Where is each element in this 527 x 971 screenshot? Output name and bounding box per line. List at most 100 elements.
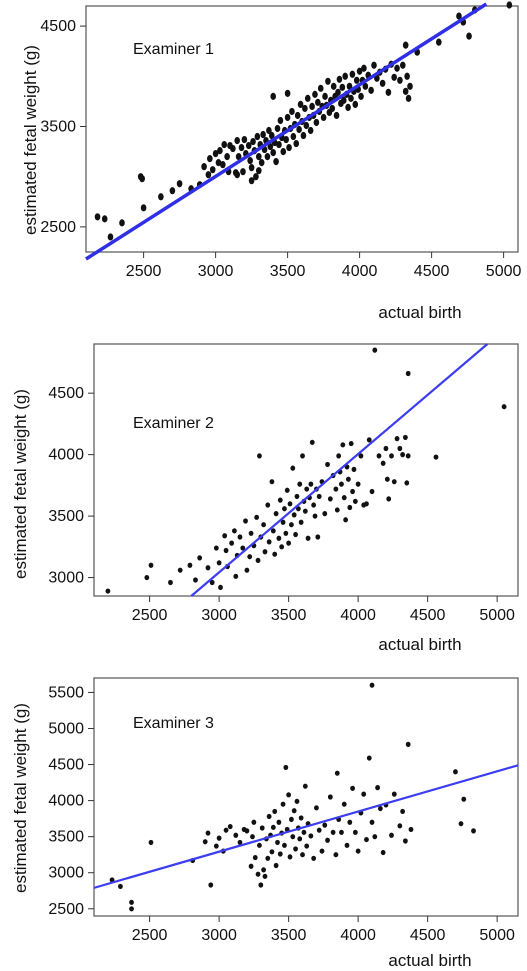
scatter-point: [325, 77, 331, 85]
scatter-point: [348, 440, 354, 447]
scatter-point: [379, 79, 386, 87]
scatter-point: [286, 540, 292, 546]
scatter-point: [270, 92, 277, 100]
scatter-point: [247, 157, 253, 165]
scatter-point: [311, 502, 317, 508]
scatter-point: [330, 829, 336, 835]
y-axis-ticks: 2500 3000 3500 4000 4500 5000 5500: [48, 684, 94, 918]
x-tick-label: 5000: [479, 607, 515, 624]
examiner-label: Examiner 1: [133, 41, 214, 58]
scatter-point: [461, 796, 467, 802]
scatter-point: [251, 819, 257, 825]
scatter-point: [139, 175, 145, 183]
scatter-point: [262, 873, 268, 879]
scatter-point: [352, 498, 358, 504]
scatter-point: [218, 584, 223, 590]
scatter-point: [400, 452, 406, 458]
scatter-point: [295, 506, 301, 512]
y-tick-label: 3000: [48, 865, 84, 882]
scatter-point: [140, 204, 147, 212]
scatter-point: [266, 539, 272, 545]
scatter-point: [290, 132, 297, 141]
scatter-point: [289, 816, 294, 822]
scatter-point: [283, 530, 289, 536]
scatter-point: [244, 567, 250, 573]
scatter-point: [325, 461, 330, 468]
scatter-point: [283, 135, 289, 144]
scatter-point: [105, 588, 111, 594]
scatter-point: [245, 141, 252, 150]
scatter-point: [404, 72, 410, 80]
x-tick-label: 3000: [201, 927, 237, 944]
scatter-point: [238, 143, 245, 152]
scatter-point: [293, 846, 298, 852]
scatter-point: [258, 159, 265, 167]
scatter-point: [304, 486, 310, 492]
scatter-point: [311, 855, 317, 861]
scatter-point: [309, 102, 315, 111]
scatter-point: [404, 480, 410, 486]
scatter-point: [168, 579, 173, 586]
y-tick-label: 5000: [48, 720, 84, 737]
scatter-point: [309, 439, 315, 445]
scatter-point: [322, 92, 328, 100]
x-axis-ticks: 2500 3000 3500 4000 4500 5000: [132, 916, 515, 944]
scatter-point: [301, 829, 307, 835]
scatter-point: [205, 565, 211, 571]
scatter-point: [312, 90, 318, 98]
x-tick-label: 3500: [271, 607, 307, 624]
scatter-point: [293, 139, 300, 148]
scatter-point: [312, 513, 318, 519]
scatter-point: [394, 64, 400, 72]
y-tick-label: 2500: [40, 219, 76, 236]
scatter-point: [377, 805, 383, 812]
scatter-point: [400, 808, 406, 815]
scatter-point: [336, 75, 343, 83]
y-tick-label: 4000: [48, 793, 84, 810]
y-tick-label: 4500: [40, 18, 76, 35]
scatter-point: [307, 126, 314, 135]
scatter-point: [308, 481, 314, 487]
scatter-point: [339, 481, 344, 487]
scatter-point: [264, 153, 271, 161]
scatter-point: [346, 476, 351, 482]
scatter-point: [384, 476, 390, 482]
scatter-point: [405, 741, 411, 747]
scatter-point: [341, 801, 347, 807]
scatter-point: [222, 533, 228, 539]
scatter-point: [336, 453, 342, 459]
scatter-point: [248, 863, 254, 869]
scatter-point: [391, 791, 397, 797]
scatter-point: [369, 682, 375, 688]
scatter-point: [233, 573, 239, 579]
scatter-point: [233, 832, 239, 838]
scatter-point: [255, 167, 262, 175]
scatter-point: [215, 159, 222, 167]
scatter-point: [223, 827, 229, 833]
x-axis-ticks: 2500 3000 3500 4000 4500 5000: [126, 252, 521, 280]
scatter-point: [197, 555, 203, 561]
scatter-point: [391, 73, 397, 81]
scatter-point: [305, 535, 311, 541]
y-tick-label: 5500: [48, 684, 84, 701]
scatter-point: [262, 549, 268, 555]
examiner-1-chart: Examiner 1 actual birth estimated fetal …: [21, 1, 521, 322]
scatter-point: [322, 822, 328, 828]
scatter-point: [353, 76, 360, 84]
scatter-point: [350, 488, 355, 495]
scatter-point: [208, 882, 214, 888]
scatter-point: [254, 514, 260, 520]
scatter-point: [366, 437, 372, 443]
scatter-point: [313, 118, 320, 127]
scatter-point: [250, 834, 255, 840]
y-tick-label: 4000: [48, 447, 84, 464]
scatter-point: [290, 465, 296, 471]
scatter-point: [255, 557, 261, 563]
scatter-point: [148, 839, 154, 846]
scatter-point: [501, 404, 507, 410]
scatter-point: [257, 842, 262, 848]
scatter-point: [209, 579, 215, 586]
scatter-point: [227, 823, 233, 830]
scatter-point: [402, 434, 408, 441]
scatter-point: [466, 32, 472, 40]
